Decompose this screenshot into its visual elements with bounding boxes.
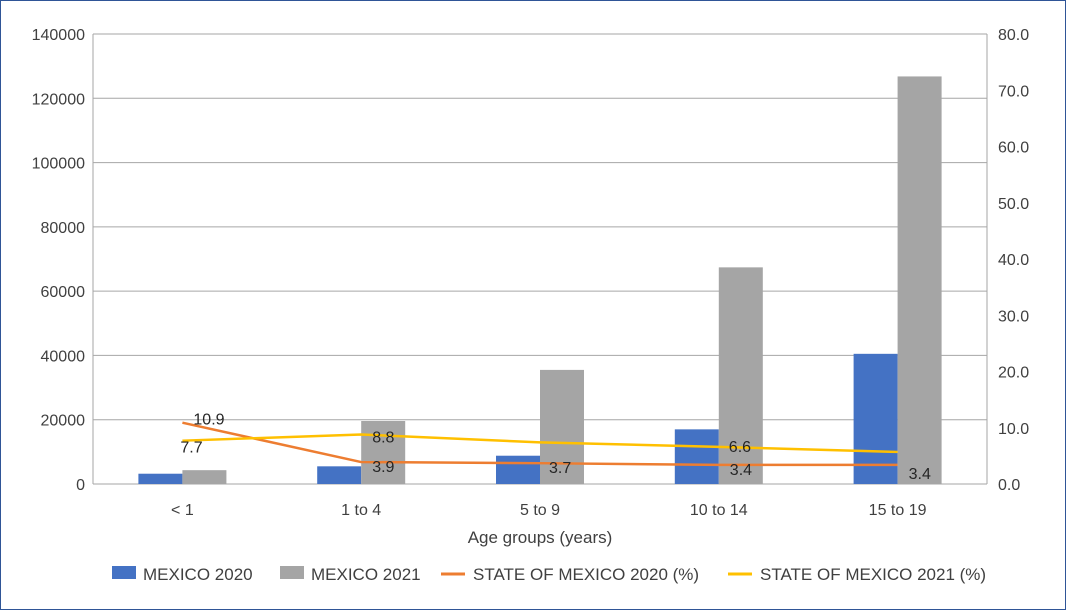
bar-mexico-2021	[182, 470, 227, 484]
bar-mexico-2021	[361, 421, 406, 484]
y-tick-label: 20000	[41, 413, 86, 430]
x-tick-label: 15 to 19	[869, 502, 927, 519]
legend: MEXICO 2020 MEXICO 2021 STATE OF MEXICO 20…	[112, 565, 986, 584]
x-tick-label: 10 to 14	[690, 502, 748, 519]
line-state-of-mexico-2020-	[182, 421, 898, 467]
y-right-tick-label: 10.0	[998, 421, 1029, 438]
bar-mexico-2020	[853, 353, 898, 484]
y-tick-label: 60000	[41, 284, 86, 301]
y-tick-label: 140000	[32, 27, 85, 44]
lines	[182, 421, 898, 467]
y-tick-label: 40000	[41, 348, 86, 365]
y-axis-right: 0.0 10.0 20.0 30.0 40.0 50.0 60.0 70.0 80.0	[998, 27, 1029, 494]
y-right-tick-label: 40.0	[998, 252, 1029, 269]
x-axis-title: Age groups (years)	[468, 528, 613, 547]
y-axis-left: 0 20000 40000 60000 80000 100000 120000 140000	[32, 27, 85, 494]
y-right-tick-label: 50.0	[998, 196, 1029, 213]
data-label-2020: 3.7	[549, 460, 571, 477]
bar-mexico-2020	[317, 466, 362, 484]
data-label-2020: 3.9	[372, 459, 394, 476]
y-tick-label: 100000	[32, 156, 85, 173]
bar-mexico-2020	[496, 455, 540, 484]
y-right-tick-label: 80.0	[998, 27, 1029, 44]
legend-label-state-of-mexico-2020-: STATE OF MEXICO 2020 (%)	[473, 565, 699, 584]
bar-mexico-2020	[138, 473, 183, 484]
x-tick-label: 1 to 4	[341, 502, 381, 519]
y-tick-label: 120000	[32, 91, 85, 108]
y-tick-label: 80000	[41, 220, 86, 237]
y-tick-label: 0	[76, 477, 85, 494]
data-label-2020: 3.4	[730, 462, 752, 479]
data-labels: 10.9 3.9 3.7 3.4 3.4 7.7 8.8 6.6	[180, 412, 931, 483]
legend-swatch-mexico-2020	[112, 566, 136, 579]
data-label-2020: 3.4	[909, 466, 931, 483]
data-label-2021: 7.7	[180, 440, 202, 457]
y-right-tick-label: 0.0	[998, 477, 1020, 494]
legend-label-state-of-mexico-2021-: STATE OF MEXICO 2021 (%)	[760, 565, 986, 584]
data-label-2020: 10.9	[193, 412, 224, 429]
bar-mexico-2020	[674, 429, 719, 484]
bar-mexico-2021	[540, 369, 584, 484]
y-right-tick-label: 70.0	[998, 83, 1029, 100]
line-state-of-mexico-2021-	[182, 433, 898, 454]
y-right-tick-label: 60.0	[998, 140, 1029, 157]
legend-label-mexico-2021: MEXICO 2021	[311, 565, 421, 584]
y-right-tick-label: 30.0	[998, 308, 1029, 325]
data-label-2021: 8.8	[372, 430, 394, 447]
bars	[138, 76, 942, 484]
x-tick-label: < 1	[171, 502, 194, 519]
data-label-2021: 6.6	[729, 439, 751, 456]
gridlines	[92, 33, 988, 485]
y-right-tick-label: 20.0	[998, 365, 1029, 382]
legend-swatch-mexico-2021	[280, 566, 304, 579]
bar-mexico-2021	[897, 76, 942, 484]
x-axis: < 1 1 to 4 5 to 9 10 to 14 15 to 19	[171, 502, 927, 519]
legend-label-mexico-2020: MEXICO 2020	[143, 565, 253, 584]
x-tick-label: 5 to 9	[520, 502, 560, 519]
